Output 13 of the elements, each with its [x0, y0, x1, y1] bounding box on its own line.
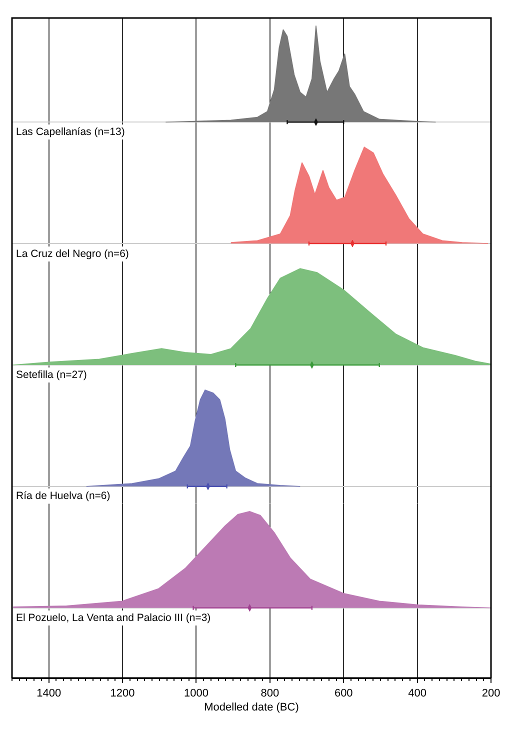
- x-tick-label: 200: [482, 687, 500, 700]
- x-axis-title: Modelled date (BC): [204, 702, 299, 714]
- text: La Cruz del Negro (n=6): [16, 248, 129, 260]
- x-tick-label: 1200: [110, 687, 135, 700]
- series-label: Setefilla (n=27): [16, 369, 87, 381]
- x-tick-label: 1400: [36, 687, 62, 700]
- series-label: Ría de Huelva (n=6): [16, 490, 110, 502]
- x-tick-label: 600: [334, 687, 353, 700]
- x-tick-label: 1000: [184, 687, 208, 700]
- text: Las Capellanías (n=13): [16, 126, 125, 138]
- x-tick-label: 800: [260, 687, 280, 700]
- series-label: El Pozuelo, La Venta and Palacio III (n=3): [16, 612, 211, 624]
- x-tick-label: 400: [408, 687, 426, 700]
